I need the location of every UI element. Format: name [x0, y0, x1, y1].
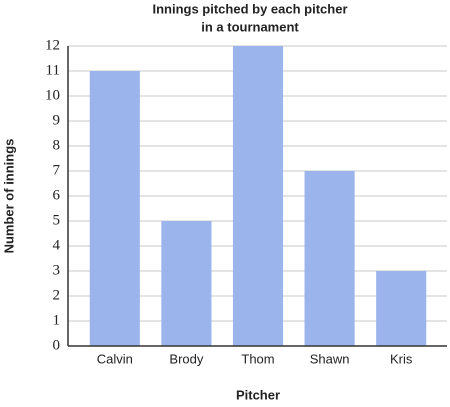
bar	[161, 221, 212, 346]
bar	[89, 71, 140, 346]
y-tick-label: 3	[53, 262, 61, 278]
y-tick-label: 12	[45, 37, 60, 53]
y-tick-label: 1	[53, 312, 61, 328]
chart-title: Innings pitched by each pitcher	[152, 1, 347, 16]
y-axis-title: Number of innings	[1, 139, 16, 254]
y-tick-label: 8	[53, 137, 61, 153]
y-tick-label: 0	[53, 337, 61, 353]
y-tick-label: 4	[53, 237, 61, 253]
bar	[232, 46, 284, 346]
y-tick-label: 5	[53, 212, 61, 228]
x-tick-label: Calvin	[97, 351, 133, 366]
y-tick-label: 6	[53, 187, 61, 203]
x-tick-label: Kris	[390, 351, 413, 366]
y-tick-label: 2	[53, 287, 61, 303]
bar	[304, 171, 355, 346]
y-tick-label: 11	[46, 62, 60, 78]
x-tick-label: Shawn	[310, 351, 350, 366]
bar	[376, 271, 427, 346]
y-tick-label: 7	[53, 162, 61, 178]
x-axis-title: Pitcher	[236, 387, 280, 402]
x-tick-label: Thom	[241, 351, 274, 366]
y-tick-label: 10	[45, 87, 60, 103]
y-tick-label: 9	[53, 112, 61, 128]
chart-title: in a tournament	[201, 19, 299, 34]
x-tick-label: Brody	[169, 351, 203, 366]
